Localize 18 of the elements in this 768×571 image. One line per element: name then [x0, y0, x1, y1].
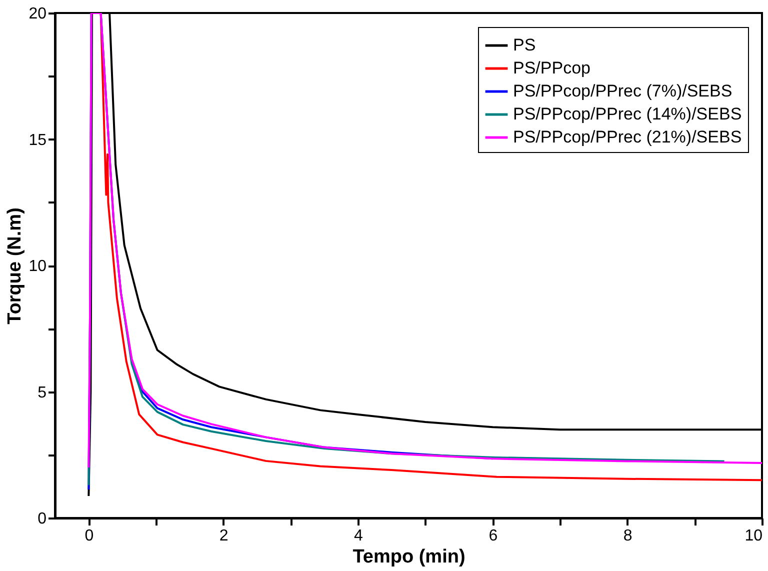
legend-label: PS/PPcop — [513, 58, 590, 78]
legend-label: PS — [513, 36, 536, 54]
y-tick-label: 0 — [38, 510, 47, 528]
legend-label: PS/PPcop/PPrec (7%)/SEBS — [513, 82, 732, 100]
y-tick-label: 15 — [28, 132, 47, 149]
x-tick-label: 8 — [623, 528, 632, 544]
x-tick-label: 6 — [488, 528, 498, 544]
y-axis-title: Torque (N.m) — [4, 208, 26, 324]
y-tick-label: 20 — [28, 6, 47, 22]
x-axis-title: Tempo (min) — [352, 546, 466, 568]
y-tick-label: 5 — [38, 384, 47, 402]
x-tick-label: 10 — [744, 528, 763, 544]
x-tick-label: 2 — [219, 528, 228, 544]
legend-label: PS/PPcop/PPrec (21%)/SEBS — [513, 128, 742, 146]
legend-label: PS/PPcop/PPrec (14%)/SEBS — [513, 104, 742, 124]
x-tick-label: 4 — [354, 528, 364, 544]
x-tick-label: 0 — [84, 528, 94, 544]
y-tick-label: 10 — [28, 258, 47, 275]
